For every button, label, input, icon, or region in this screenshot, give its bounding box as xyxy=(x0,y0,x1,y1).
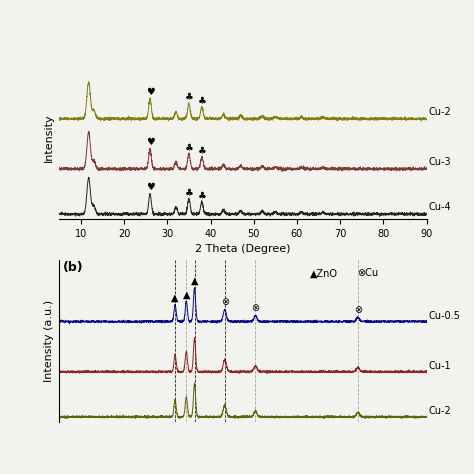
Text: ♥: ♥ xyxy=(146,137,155,147)
Text: Cu-0.5: Cu-0.5 xyxy=(429,310,461,321)
Text: ♣: ♣ xyxy=(184,92,193,102)
Text: ▲: ▲ xyxy=(191,276,198,286)
Text: ▲ZnO: ▲ZnO xyxy=(310,268,338,278)
Text: Cu-3: Cu-3 xyxy=(429,157,451,167)
Text: ♣: ♣ xyxy=(184,143,193,153)
Text: ▲: ▲ xyxy=(171,293,179,303)
Text: ♣: ♣ xyxy=(198,96,206,106)
Text: Cu-4: Cu-4 xyxy=(429,202,451,212)
Text: Cu-2: Cu-2 xyxy=(429,107,452,117)
Text: ♥: ♥ xyxy=(146,182,155,192)
Text: ⊗: ⊗ xyxy=(221,297,229,307)
Text: ▲: ▲ xyxy=(182,290,190,300)
Text: (b): (b) xyxy=(63,261,83,274)
Text: ⊗: ⊗ xyxy=(354,305,362,315)
Text: ⊗Cu: ⊗Cu xyxy=(357,268,379,278)
Text: ♣: ♣ xyxy=(198,191,206,201)
Text: Cu-2: Cu-2 xyxy=(429,406,452,416)
Text: ♥: ♥ xyxy=(146,87,155,97)
X-axis label: 2 Theta (Degree): 2 Theta (Degree) xyxy=(195,245,291,255)
Y-axis label: Intensity (a.u.): Intensity (a.u.) xyxy=(44,300,54,382)
Text: ♣: ♣ xyxy=(184,188,193,198)
Text: Cu-1: Cu-1 xyxy=(429,361,451,371)
Text: ♣: ♣ xyxy=(198,146,206,156)
Text: ⊗: ⊗ xyxy=(251,303,260,313)
Y-axis label: Intensity: Intensity xyxy=(44,114,54,162)
